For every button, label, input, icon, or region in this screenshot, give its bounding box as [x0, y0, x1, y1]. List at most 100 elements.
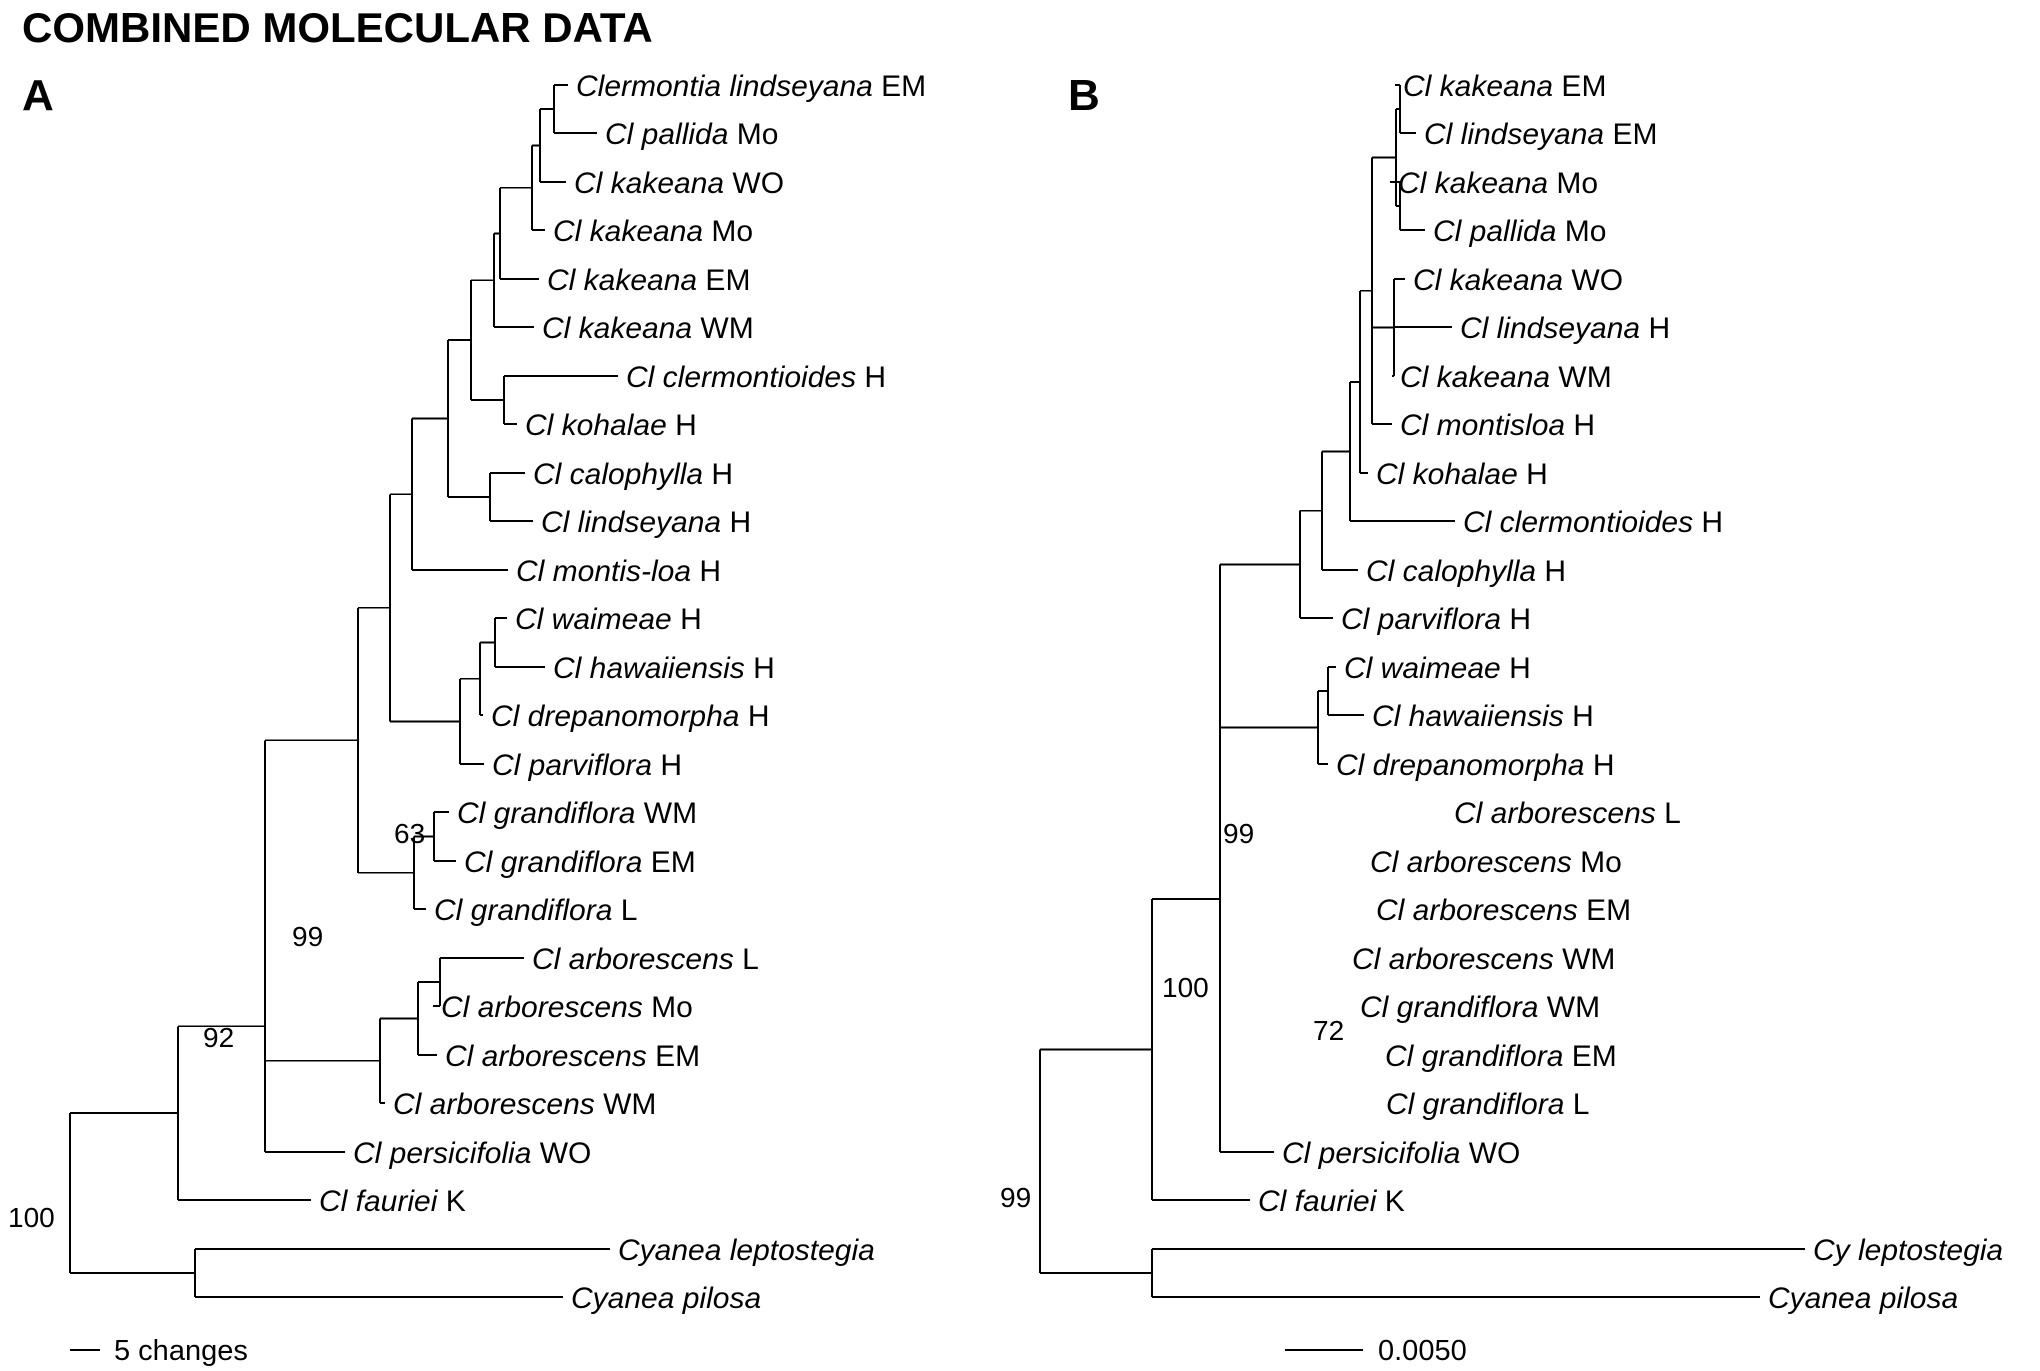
tip-label: Cl grandiflora L	[434, 894, 637, 927]
tip-taxon-name: Cl kakeana	[547, 264, 697, 297]
tip-region-code: EM	[873, 70, 926, 103]
tip-label: Cl arborescens EM	[445, 1040, 700, 1073]
tip-label: Cl waimeae H	[515, 603, 702, 636]
tip-taxon-name: Cl kakeana	[1398, 167, 1548, 200]
tip-label: Cl kohalae H	[1376, 458, 1548, 491]
tip-region-code: K	[1376, 1185, 1404, 1218]
tip-region-code: H	[1564, 700, 1594, 733]
tip-label: Cl fauriei K	[319, 1185, 466, 1218]
bootstrap-value: 92	[203, 1022, 234, 1053]
tip-region-code: WM	[692, 312, 754, 345]
tip-taxon-name: Cl kakeana	[1400, 361, 1550, 394]
scale-bar-label: 5 changes	[114, 1335, 248, 1367]
tip-region-code: H	[1518, 458, 1548, 491]
tip-taxon-name: Cyanea leptostegia	[618, 1234, 875, 1267]
tip-region-code: H	[652, 749, 682, 782]
tip-label: Cl grandiflora EM	[1385, 1040, 1617, 1073]
tip-label: Cl hawaiiensis H	[1372, 700, 1594, 733]
tip-taxon-name: Clermontia lindseyana	[576, 70, 873, 103]
tip-label: Cl drepanomorpha H	[1336, 749, 1614, 782]
tip-label: Cl arborescens L	[532, 943, 759, 976]
bootstrap-value: 72	[1313, 1015, 1344, 1046]
tip-region-code: H	[1536, 555, 1566, 588]
panel-label-a: A	[22, 71, 54, 120]
tip-taxon-name: Cl grandiflora	[464, 846, 642, 879]
tip-taxon-name: Cl drepanomorpha	[1336, 749, 1584, 782]
tip-label: Cl lindseyana H	[1460, 312, 1670, 345]
tip-label: Clermontia lindseyana EM	[576, 70, 926, 103]
tip-taxon-name: Cl arborescens	[1370, 846, 1572, 879]
tip-taxon-name: Cl arborescens	[1454, 797, 1656, 830]
tip-taxon-name: Cl grandiflora	[1386, 1088, 1564, 1121]
tip-label: Cl hawaiiensis H	[553, 652, 775, 685]
tip-region-code: EM	[1578, 894, 1631, 927]
tip-label: Cl grandiflora EM	[464, 846, 696, 879]
tip-region-code: WM	[1550, 361, 1612, 394]
tip-taxon-name: Cl pallida	[1433, 215, 1556, 248]
tip-taxon-name: Cl kakeana	[553, 215, 703, 248]
tip-taxon-name: Cl arborescens	[1352, 943, 1554, 976]
tip-taxon-name: Cl lindseyana	[1424, 118, 1604, 151]
scale-bar-label: 0.0050	[1378, 1335, 1467, 1367]
tip-taxon-name: Cl montis-loa	[516, 555, 691, 588]
tip-region-code: WM	[1554, 943, 1616, 976]
tip-label: Cl calophylla H	[533, 458, 733, 491]
tip-label: Cl parviflora H	[492, 749, 682, 782]
figure-title: COMBINED MOLECULAR DATA	[22, 4, 653, 51]
tip-region-code: Mo	[643, 991, 693, 1024]
panel-label-b: B	[1068, 71, 1100, 120]
tip-taxon-name: Cl arborescens	[445, 1040, 647, 1073]
tip-label: Cl persicifolia WO	[1282, 1137, 1520, 1170]
tip-taxon-name: Cl grandiflora	[1360, 991, 1538, 1024]
tip-taxon-name: Cl arborescens	[441, 991, 643, 1024]
tip-label: Cl arborescens EM	[1376, 894, 1631, 927]
tip-taxon-name: Cl parviflora	[492, 749, 652, 782]
tip-label: Cyanea pilosa	[1768, 1282, 1958, 1315]
tip-taxon-name: Cl kakeana	[574, 167, 724, 200]
bootstrap-value: 99	[1000, 1182, 1031, 1213]
tip-taxon-name: Cl kakeana	[542, 312, 692, 345]
tip-taxon-name: Cl montisloa	[1400, 409, 1565, 442]
tip-taxon-name: Cyanea pilosa	[571, 1282, 761, 1315]
tip-taxon-name: Cl kakeana	[1413, 264, 1563, 297]
tip-label: Cl clermontioides H	[626, 361, 886, 394]
tip-taxon-name: Cl arborescens	[1376, 894, 1578, 927]
tip-region-code: WM	[1538, 991, 1600, 1024]
tree-panel-a: A Clermontia lindseyana EM Cl pallida Mo C…	[8, 70, 926, 1367]
bootstrap-value: 100	[8, 1202, 55, 1233]
tip-region-code: L	[1564, 1088, 1589, 1121]
tip-region-code: H	[721, 506, 751, 539]
tip-region-code: H	[856, 361, 886, 394]
tip-label: Cl montis-loa H	[516, 555, 721, 588]
bootstrap-value: 99	[292, 921, 323, 952]
tip-region-code: WO	[531, 1137, 591, 1170]
tip-taxon-name: Cl kakeana	[1403, 70, 1553, 103]
tip-label: Cl kakeana WO	[574, 167, 784, 200]
tip-label: Cl kakeana WO	[1413, 264, 1623, 297]
tip-label: Cl arborescens Mo	[441, 991, 693, 1024]
bootstrap-value: 63	[394, 818, 425, 849]
tip-region-code: WO	[1460, 1137, 1520, 1170]
tip-region-code: EM	[642, 846, 695, 879]
tip-region-code: H	[703, 458, 733, 491]
tip-taxon-name: Cl clermontioides	[1463, 506, 1693, 539]
tip-label: Cl arborescens L	[1454, 797, 1681, 830]
tip-region-code: Mo	[1556, 215, 1606, 248]
tip-region-code: Mo	[1572, 846, 1622, 879]
tip-region-code: H	[1501, 652, 1531, 685]
tip-taxon-name: Cl arborescens	[532, 943, 734, 976]
tip-label: Cl kohalae H	[525, 409, 697, 442]
tip-region-code: H	[739, 700, 769, 733]
tip-label: Cl kakeana EM	[1403, 70, 1606, 103]
tip-taxon-name: Cl kohalae	[525, 409, 667, 442]
tip-label: Cl fauriei K	[1258, 1185, 1405, 1218]
tip-label: Cl persicifolia WO	[353, 1137, 591, 1170]
tip-label: Cl lindseyana EM	[1424, 118, 1657, 151]
tip-region-code: H	[745, 652, 775, 685]
tip-region-code: H	[667, 409, 697, 442]
tip-label: Cl clermontioides H	[1463, 506, 1723, 539]
tip-region-code: H	[1501, 603, 1531, 636]
tip-region-code: H	[1693, 506, 1723, 539]
tip-region-code: H	[672, 603, 702, 636]
tip-label: Cl pallida Mo	[605, 118, 778, 151]
